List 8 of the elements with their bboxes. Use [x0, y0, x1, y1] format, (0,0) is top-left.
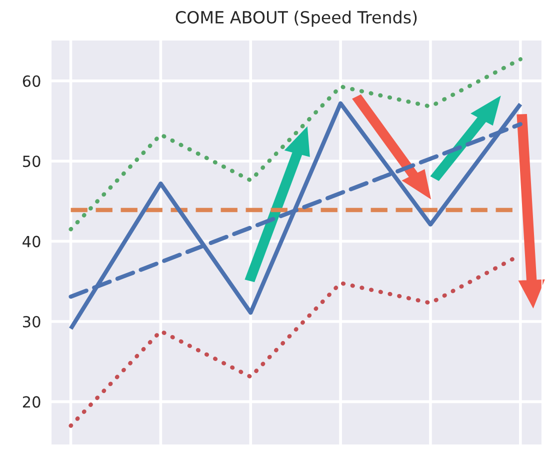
line-series — [68, 101, 523, 331]
line-series — [68, 57, 523, 232]
y-tick-label: 30 — [23, 316, 40, 328]
y-tick-label: 60 — [22, 75, 40, 87]
y-tick-label: 40 — [22, 236, 40, 248]
y-tick-label: 50 — [23, 156, 40, 168]
y-tick-label: 20 — [22, 396, 40, 408]
chart-title: COME ABOUT (Speed Trends) — [176, 10, 417, 27]
